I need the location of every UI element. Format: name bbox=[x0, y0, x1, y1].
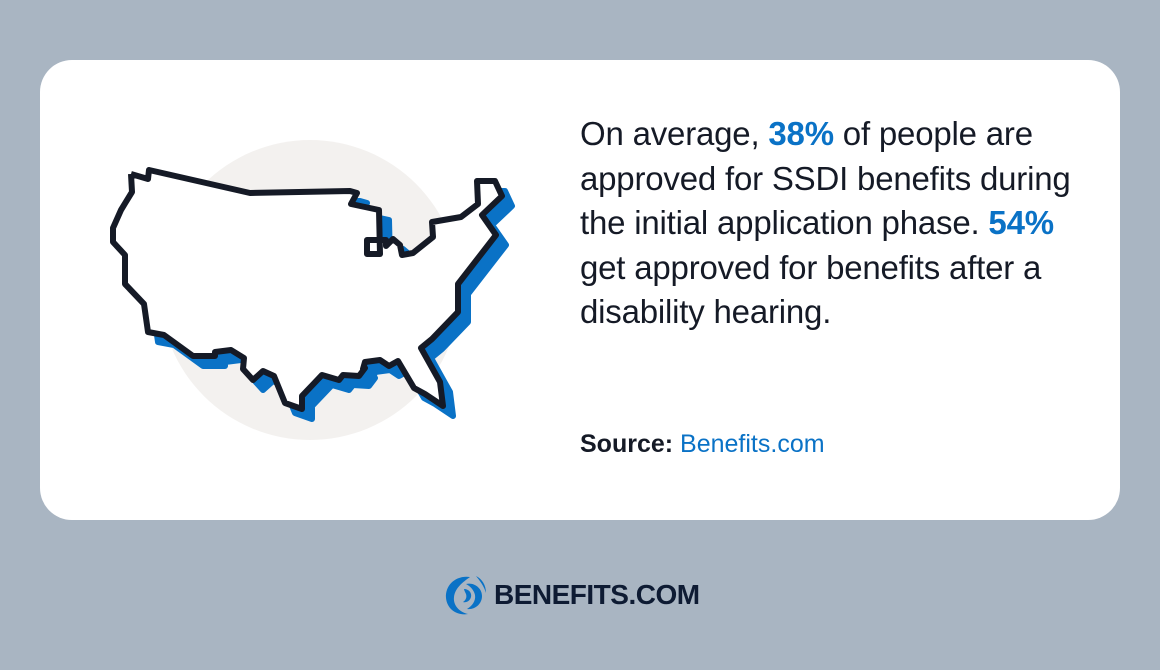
stat-text-part: of people are approved for SSDI benefits… bbox=[580, 115, 1071, 241]
source-label: Source: bbox=[580, 430, 674, 458]
stat-text-part: On average, bbox=[580, 115, 769, 152]
brand-logo[interactable]: BENEFITS.COM bbox=[442, 573, 700, 617]
eagle-swirl-icon bbox=[445, 576, 486, 615]
source-line: Source: Benefits.com bbox=[580, 430, 825, 459]
logo-text: BENEFITS.COM bbox=[494, 579, 700, 610]
statistic-text: On average, 38% of people are approved f… bbox=[580, 112, 1100, 335]
stat-highlight-initial: 38% bbox=[768, 115, 834, 152]
stat-highlight-hearing: 54% bbox=[988, 204, 1054, 241]
stat-text-part: get approved for benefits after a disabi… bbox=[580, 248, 1042, 331]
source-link[interactable]: Benefits.com bbox=[680, 430, 825, 458]
